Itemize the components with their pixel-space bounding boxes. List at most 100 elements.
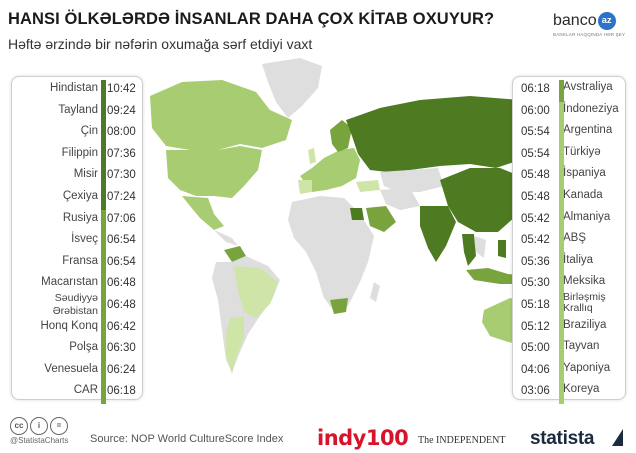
country-label: Hindistan <box>50 82 98 94</box>
country-label: Kanada <box>563 189 603 201</box>
time-value: 06:48 <box>107 299 136 311</box>
right-list-item: İndoneziya 06:00 <box>513 101 625 124</box>
country-label: CAR <box>73 384 98 397</box>
country-label: Koreya <box>563 383 600 396</box>
map-usa <box>166 146 262 198</box>
value-bar <box>559 339 564 362</box>
map-thailand <box>462 234 476 266</box>
license-icons: cc i = <box>10 415 70 435</box>
time-value: 04:06 <box>521 363 550 376</box>
time-value: 10:42 <box>107 83 136 95</box>
map-central-asia <box>380 168 444 192</box>
value-bar <box>101 274 106 297</box>
left-list-item: Çexiya 07:24 <box>12 188 142 211</box>
value-bar <box>559 360 564 383</box>
value-bar <box>559 274 564 297</box>
country-label: Rusiya <box>62 211 98 224</box>
left-list-item: Tayland 09:24 <box>12 101 142 124</box>
value-bar <box>559 144 564 167</box>
time-value: 05:54 <box>521 147 550 160</box>
right-list-item: Almaniya 05:42 <box>513 209 625 232</box>
right-list-item: Tayvan 05:00 <box>513 339 625 362</box>
right-list-item: Yaponiya 04:06 <box>513 360 625 383</box>
no-derivatives-icon: = <box>50 417 68 435</box>
country-label: Avstraliya <box>563 81 613 93</box>
time-value: 05:00 <box>521 342 550 355</box>
country-label: İsveç <box>71 233 98 246</box>
country-label: Argentina <box>563 124 613 137</box>
right-list-item: Kanada 05:48 <box>513 188 625 211</box>
logo-tagline: BANKLAR HAQQINDA HƏR ŞEY <box>553 32 626 37</box>
right-list-item: Birləşmiş Krallıq 05:18 <box>513 292 625 319</box>
value-bar <box>101 317 106 340</box>
time-value: 06:30 <box>107 342 136 355</box>
country-label: Səudiyyə Ərəbistan <box>52 292 98 317</box>
indy100-logo[interactable]: indy100 <box>317 426 409 450</box>
left-list-item: Honq Konq 06:42 <box>12 317 142 340</box>
country-label: İndoneziya <box>563 102 619 115</box>
country-label: Çin <box>80 125 98 138</box>
time-value: 08:00 <box>107 126 136 139</box>
map-greenland <box>262 58 322 118</box>
value-bar <box>101 231 106 254</box>
country-label: Braziliya <box>563 318 607 331</box>
map-europe <box>300 148 360 192</box>
map-se-asia <box>474 236 486 258</box>
country-label: Meksika <box>563 275 606 288</box>
map-madagascar <box>370 282 380 302</box>
country-label: Tayland <box>58 103 98 116</box>
right-list-item: Koreya 03:06 <box>513 382 625 405</box>
country-label: Yaponiya <box>563 361 611 374</box>
right-ranking-panel: Avstraliya 06:18 İndoneziya 06:00 Argentina 0… <box>512 76 626 405</box>
map-philippines <box>498 240 506 258</box>
left-list-item: CAR 06:18 <box>12 382 142 405</box>
left-list-item: İsveç 06:54 <box>12 231 142 254</box>
country-label: Polşa <box>69 341 98 354</box>
value-bar <box>559 382 564 405</box>
map-africa <box>288 196 374 314</box>
country-label: ABŞ <box>563 232 587 245</box>
time-value: 06:54 <box>107 234 136 247</box>
time-value: 06:18 <box>521 83 550 95</box>
value-bar <box>559 296 564 319</box>
map-venezuela <box>224 246 246 262</box>
value-bar <box>559 252 564 275</box>
right-list-item: Argentina 05:54 <box>513 123 625 146</box>
value-bar <box>101 296 106 319</box>
time-value: 06:00 <box>521 104 550 117</box>
map-canada <box>150 80 292 150</box>
map-central-america <box>214 230 238 246</box>
right-list-item: İtaliya 05:36 <box>513 252 625 275</box>
value-bar <box>101 144 106 167</box>
left-list-item: Misir 07:30 <box>12 166 142 189</box>
time-value: 07:30 <box>107 169 136 182</box>
statista-logo[interactable]: statista <box>530 428 595 449</box>
map-china <box>440 168 526 232</box>
time-value: 07:36 <box>107 147 136 160</box>
left-list-item: Macarıstan 06:48 <box>12 274 142 297</box>
time-value: 06:54 <box>107 255 136 268</box>
map-argentina <box>226 316 244 374</box>
right-list-item: ABŞ 05:42 <box>513 231 625 254</box>
independent-logo[interactable]: The INDEPENDENT <box>418 435 506 446</box>
country-label: Almaniya <box>563 210 611 223</box>
time-value: 05:48 <box>521 191 550 203</box>
left-list-item: Hindistan 10:42 <box>12 80 142 103</box>
value-bar <box>559 101 564 124</box>
right-list-item: Avstraliya 06:18 <box>513 80 625 103</box>
value-bar <box>101 101 106 124</box>
time-value: 05:54 <box>521 126 550 139</box>
map-scandinavia <box>330 120 352 152</box>
value-bar <box>559 317 564 340</box>
statista-mark-icon <box>612 429 623 446</box>
time-value: 05:12 <box>521 320 550 333</box>
country-label: Macarıstan <box>41 276 98 289</box>
time-value: 05:18 <box>521 299 550 311</box>
left-list-item: Polşa 06:30 <box>12 339 142 362</box>
banco-logo[interactable]: banco az BANKLAR HAQQINDA HƏR ŞEY <box>553 12 625 37</box>
attribution-icon: i <box>30 417 48 435</box>
value-bar <box>559 123 564 146</box>
country-label: Tayvan <box>563 340 600 353</box>
map-spain <box>298 180 312 194</box>
time-value: 06:42 <box>107 320 136 333</box>
